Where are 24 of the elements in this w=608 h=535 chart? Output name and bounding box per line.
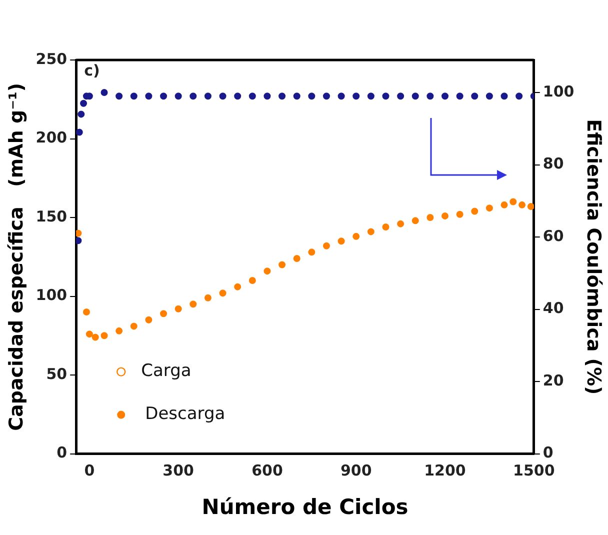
annotation: c) xyxy=(84,61,100,80)
x-tick-label: 0 xyxy=(84,462,95,480)
x-tick-label: 1200 xyxy=(424,462,466,480)
y2-tick-label: 20 xyxy=(542,371,564,390)
x-tick-label: 600 xyxy=(252,462,283,480)
y2-axis-title: Eficiencia Coulómbica (%) xyxy=(582,119,605,395)
y-tick-label: 200 xyxy=(36,128,68,147)
y-tick-label: 150 xyxy=(36,207,68,226)
legend-label: Descarga xyxy=(145,404,226,424)
y2-tick-label: 80 xyxy=(542,154,564,173)
y-tick-label: 250 xyxy=(36,50,68,68)
y2-tick-label: 40 xyxy=(542,299,564,318)
y-axis-title: Capacidad específica (mAh g⁻¹) xyxy=(5,82,28,431)
y2-tick-label: 0 xyxy=(542,444,554,462)
y-tick-label: 0 xyxy=(56,444,68,462)
y2-tick-label: 100 xyxy=(542,82,574,100)
x-axis-title: Número de Ciclos xyxy=(202,494,408,519)
x-tick-label: 300 xyxy=(162,462,194,480)
y-tick-label: 100 xyxy=(36,286,68,304)
x-tick-label: 1500 xyxy=(513,462,555,480)
y-tick-label: 50 xyxy=(46,364,68,383)
legend-label: Carga xyxy=(141,361,192,382)
x-tick-label: 900 xyxy=(340,462,372,480)
y2-tick-label: 60 xyxy=(542,226,564,245)
